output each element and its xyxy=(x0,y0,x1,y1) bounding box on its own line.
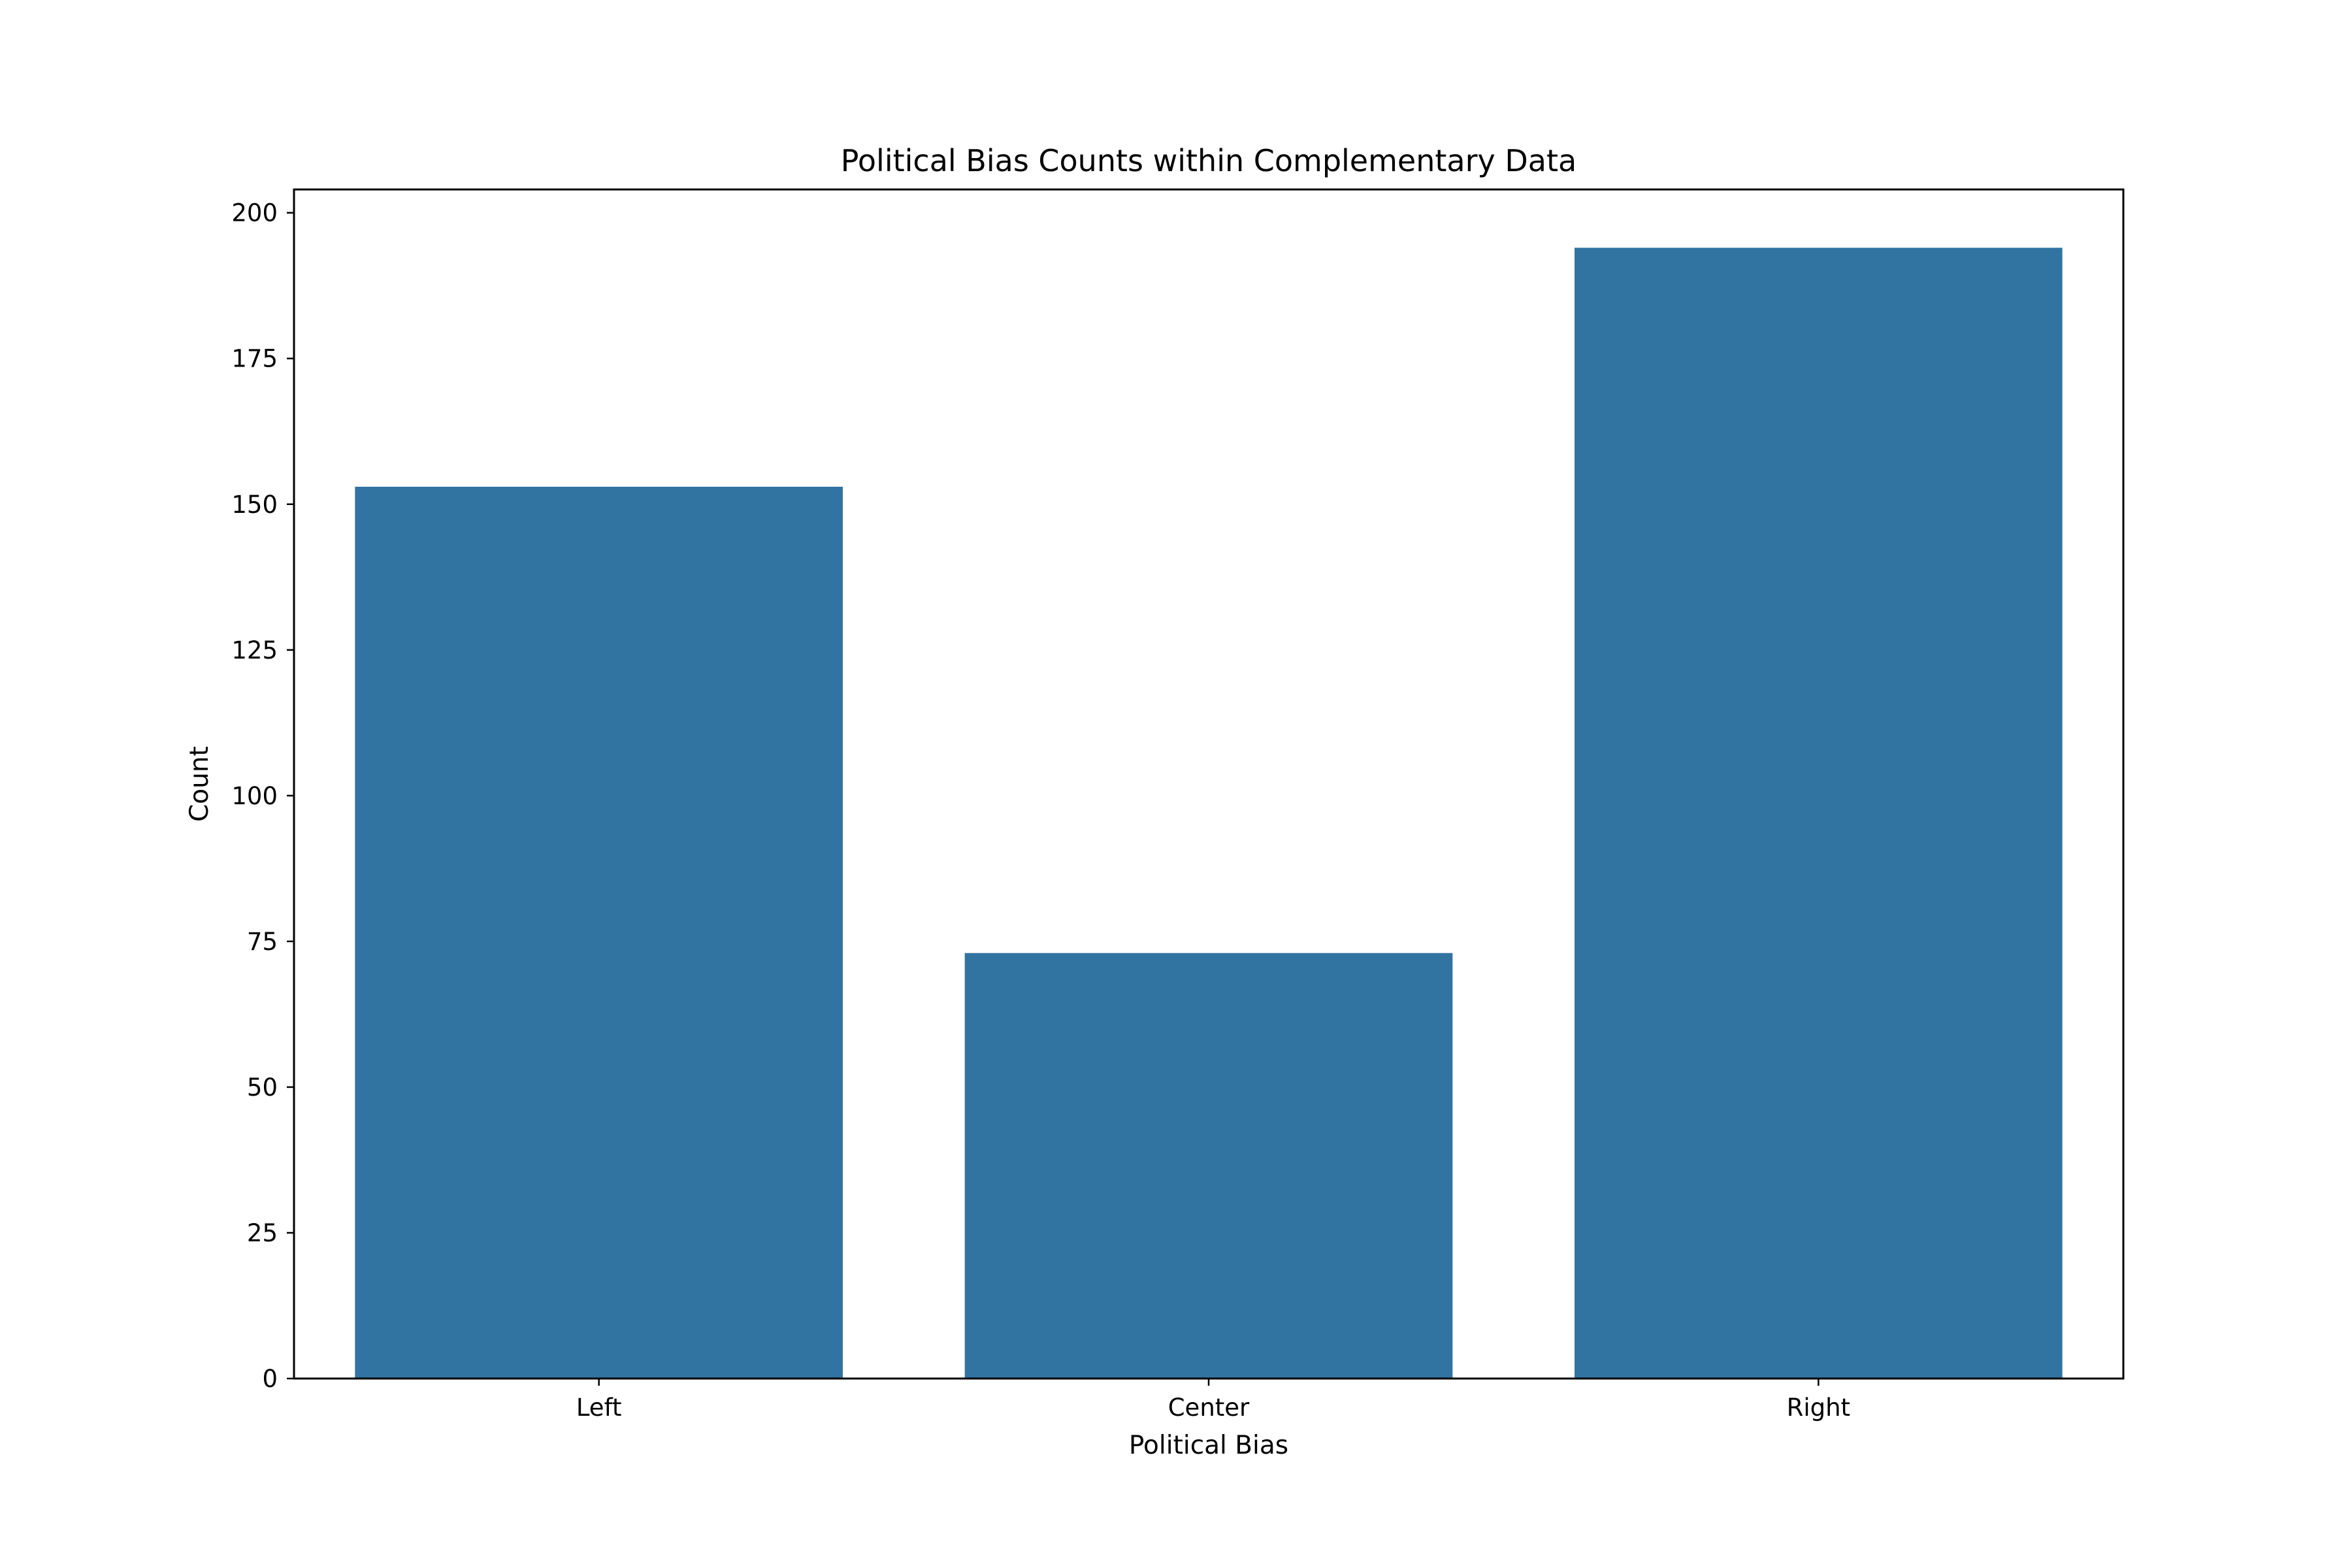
y-tick-label: 150 xyxy=(231,491,278,519)
y-tick-label: 75 xyxy=(247,928,278,956)
axes-frame xyxy=(293,188,2125,1380)
y-tick-label: 125 xyxy=(231,636,278,664)
y-tick-label: 0 xyxy=(262,1365,278,1393)
y-axis-ticks: 0 25 50 75 100 125 150 175 200 xyxy=(231,199,294,1393)
x-axis-label: Political Bias xyxy=(1129,1431,1288,1460)
bar-left xyxy=(355,487,843,1379)
bar-center xyxy=(964,953,1453,1379)
bars-layer xyxy=(355,248,2063,1379)
y-tick-label: 175 xyxy=(231,345,278,373)
x-tick-label: Right xyxy=(1787,1394,1850,1422)
y-tick-label: 50 xyxy=(247,1073,278,1102)
x-tick-label: Center xyxy=(1168,1394,1250,1422)
x-tick-label: Left xyxy=(576,1394,622,1422)
y-tick-label: 25 xyxy=(247,1219,278,1247)
bar-right xyxy=(1575,248,2063,1379)
x-axis-ticks: Left Center Right xyxy=(576,1379,1850,1422)
y-axis-label: Count xyxy=(185,746,214,822)
y-tick-label: 100 xyxy=(231,782,278,810)
chart-title: Political Bias Counts within Complementa… xyxy=(841,143,1576,178)
y-tick-label: 200 xyxy=(231,199,278,227)
